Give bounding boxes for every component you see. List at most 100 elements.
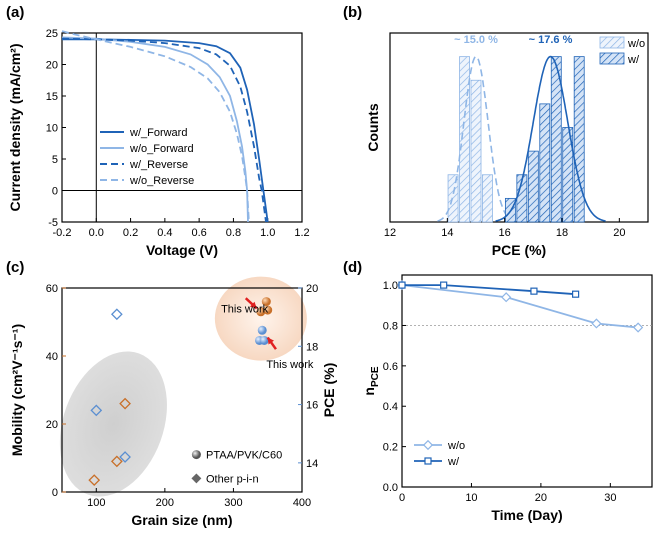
gaussian-fit-wo [437, 55, 515, 222]
legend-label: PTAA/PVK/C60 [206, 450, 282, 462]
data-point-wo [591, 318, 602, 329]
y-left-tick-label: 20 [46, 419, 58, 431]
histogram-bar-w [562, 127, 574, 223]
peak-annotation-wo: ~ 15.0 % [454, 34, 498, 46]
y-right-axis-label: PCE (%) [321, 363, 337, 417]
x-tick-label: -0.2 [53, 227, 72, 239]
legend-label: w/o_Reverse [129, 175, 194, 187]
histogram-bar-w [550, 56, 562, 223]
data-point-w [440, 281, 448, 289]
y-right-tick-label: 14 [306, 458, 318, 470]
x-tick-label: 0.4 [157, 227, 172, 239]
this-work-label-pce: This work [266, 359, 314, 371]
y-left-tick-label: 40 [46, 351, 58, 363]
x-axis-label: Grain size (nm) [131, 512, 232, 528]
x-tick-label: 20 [613, 227, 625, 239]
gaussian-fit-w [495, 55, 606, 222]
data-point-wo [633, 322, 644, 333]
panel-b: (b) 12 14 16 18 20 PCE (%) Counts ~ 15.0 % ~ 17.6… [343, 4, 649, 258]
y-tick-label: 0.0 [383, 482, 398, 494]
legend-label: w/o [627, 38, 645, 50]
x-tick-label: 12 [384, 227, 396, 239]
x-tick-label: 16 [499, 227, 511, 239]
y-tick-label: 0.6 [383, 361, 398, 373]
series-line-w-o-forward [61, 36, 249, 223]
x-tick-label: 0.6 [191, 227, 206, 239]
panel-c: (c) This work This work 100 200 300 400 0 20 40 60… [6, 259, 337, 528]
plot-frame-c [61, 287, 303, 493]
y-tick-label: 15 [46, 91, 58, 103]
panel-label-b: (b) [343, 4, 362, 21]
other-work-point [90, 404, 103, 417]
series-line-w-o-reverse [61, 30, 250, 223]
y-tick-label: -5 [48, 217, 58, 229]
panel-d: (d) 0 10 20 30 0.0 0.2 0.4 0.6 0.8 1.0 Time (Day) nP… [343, 259, 653, 523]
series-line-w [402, 284, 576, 296]
other-work-point [110, 455, 123, 468]
data-point-w [398, 281, 406, 289]
histogram-bar-w [527, 150, 539, 223]
this-work-arrow-mobility-head [249, 301, 257, 309]
panel-a: (a) -0.2 0.0 0.2 0.4 0.6 0.8 1.0 1.2 -5 0 5 10 15 20 25… [6, 4, 310, 258]
x-tick-label: 10 [465, 492, 477, 504]
x-axis-label: PCE (%) [492, 242, 546, 258]
legend-marker [424, 457, 432, 465]
y-tick-label: 5 [52, 154, 58, 166]
other-work-point [119, 397, 131, 410]
y-left-tick-label: 0 [52, 487, 58, 499]
peak-annotation-w: ~ 17.6 % [529, 34, 573, 46]
x-tick-label: 0.8 [226, 227, 241, 239]
other-work-point [119, 451, 131, 463]
y-left-axis-label: Mobility (cm²V⁻¹s⁻¹) [9, 324, 25, 456]
x-tick-label: 300 [224, 497, 242, 509]
y-axis-label: nPCE [361, 366, 381, 395]
x-tick-label: 400 [293, 497, 311, 509]
this-work-point [263, 305, 273, 315]
legend-label: Other p-i-n [206, 473, 259, 485]
legend-label: w/ [627, 54, 640, 66]
y-tick-label: 0.2 [383, 442, 398, 454]
y-tick-label: 25 [46, 28, 58, 40]
histogram-bar-wo [459, 56, 470, 223]
x-tick-label: 200 [156, 497, 174, 509]
this-work-point [259, 335, 269, 345]
y-tick-label: 20 [46, 60, 58, 72]
y-right-tick-label: 16 [306, 400, 318, 412]
panel-label-d: (d) [343, 259, 362, 276]
x-axis-label: Time (Day) [491, 507, 562, 523]
x-tick-label: 0.2 [123, 227, 138, 239]
legend-swatch-diamond [191, 473, 202, 484]
this-work-arrow-pce-head [267, 337, 274, 345]
legend-label: w/_Reverse [129, 159, 188, 171]
data-point-w [572, 290, 580, 298]
legend-label: w/o [447, 440, 465, 452]
y-tick-label: 0.8 [383, 320, 398, 332]
x-tick-label: 18 [556, 227, 568, 239]
y-right-tick-label: 20 [306, 283, 318, 295]
y-tick-label: 10 [46, 123, 58, 135]
legend-label: w/ [447, 456, 460, 468]
x-tick-label: 0 [399, 492, 405, 504]
x-tick-label: 14 [441, 227, 453, 239]
data-point-w [530, 287, 538, 295]
x-tick-label: 0.0 [89, 227, 104, 239]
legend-swatch [599, 36, 625, 49]
x-tick-label: 20 [535, 492, 547, 504]
histogram-bar-w [573, 56, 585, 223]
series-line-w--reverse [61, 37, 267, 223]
legend-label: w/_Forward [129, 127, 187, 139]
legend-swatch-sphere [191, 450, 201, 460]
y-tick-label: 1.0 [383, 280, 398, 292]
y-tick-label: 0 [52, 186, 58, 198]
this-work-point [256, 307, 266, 317]
this-work-point [261, 297, 271, 307]
other-works-region [59, 351, 167, 497]
x-tick-label: 1.2 [294, 227, 309, 239]
legend-marker [422, 439, 434, 451]
this-work-label-mobility: This work [221, 303, 269, 315]
panel-label-a: (a) [6, 4, 24, 21]
data-point-wo [501, 292, 512, 303]
y-axis-label: Counts [365, 103, 381, 151]
histogram-bar-w [539, 103, 551, 223]
